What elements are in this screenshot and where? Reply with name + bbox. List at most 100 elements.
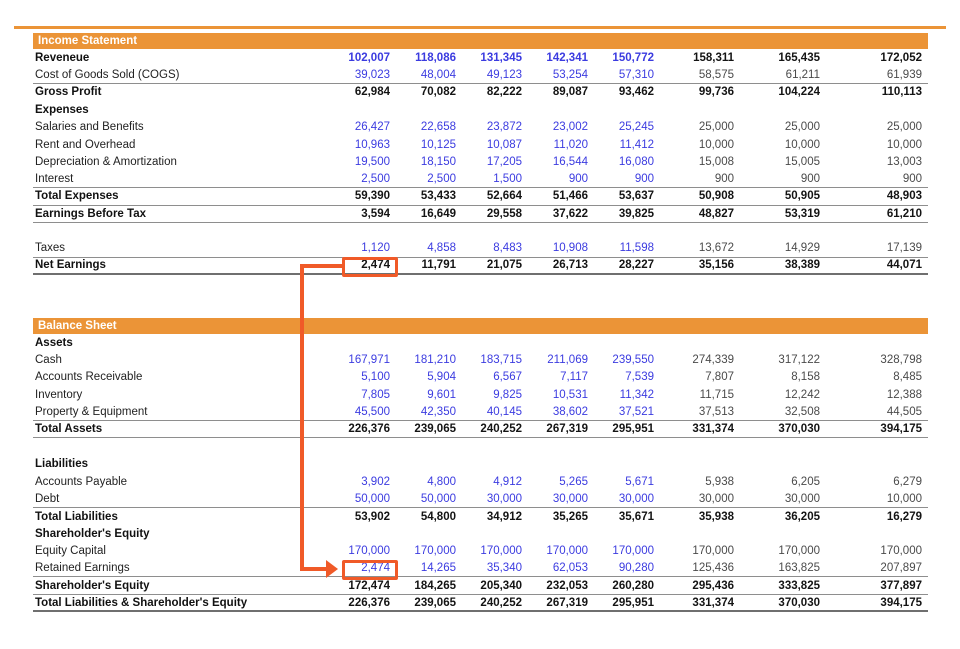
top-divider-rule <box>14 26 946 29</box>
value-cell: 48,827 <box>698 207 734 220</box>
value-cell: 19,500 <box>354 156 390 169</box>
table-row-salaries: Salaries and Benefits 26,427 22,658 23,872 2… <box>33 119 928 136</box>
value-cell: 9,601 <box>427 388 456 401</box>
value-cell: 50,000 <box>420 492 456 505</box>
value-cell: 5,904 <box>427 371 456 384</box>
value-cell: 232,053 <box>546 579 588 592</box>
value-cell: 165,435 <box>778 51 820 64</box>
row-label: Total Expenses <box>35 190 119 203</box>
value-cell: 172,474 <box>348 579 390 592</box>
value-cell: 58,575 <box>698 68 734 81</box>
row-label: Total Liabilities <box>35 510 118 523</box>
table-row-total-expenses: Total Expenses 59,390 53,433 52,664 51,466 53… <box>33 188 928 206</box>
value-cell: 267,319 <box>546 596 588 609</box>
flow-arrow-head-icon <box>326 560 338 578</box>
value-cell: 39,825 <box>618 207 654 220</box>
value-cell: 18,150 <box>420 156 456 169</box>
value-cell: 25,000 <box>698 121 734 134</box>
value-cell: 25,000 <box>886 121 922 134</box>
row-label: Earnings Before Tax <box>35 207 146 220</box>
flow-arrow-vertical-segment <box>300 264 304 571</box>
value-cell: 51,466 <box>552 190 588 203</box>
row-label: Salaries and Benefits <box>35 121 144 134</box>
value-cell: 1,500 <box>493 172 522 185</box>
value-cell: 8,483 <box>493 242 522 255</box>
value-cell: 14,265 <box>420 562 456 575</box>
value-cell: 42,350 <box>420 405 456 418</box>
value-cell: 4,912 <box>493 475 522 488</box>
value-cell: 158,311 <box>693 51 734 64</box>
value-cell: 181,210 <box>414 354 456 367</box>
value-cell: 7,807 <box>705 371 734 384</box>
balance-sheet-rows: Assets Cash 167,971 181,210 183,715 211,069 23… <box>33 334 928 613</box>
value-cell: 50,905 <box>784 190 820 203</box>
value-cell: 7,539 <box>625 371 654 384</box>
value-cell: 10,000 <box>886 492 922 505</box>
table-row-accounts-receivable: Accounts Receivable 5,100 5,904 6,567 7,117 7… <box>33 369 928 386</box>
value-cell: 35,265 <box>552 510 588 523</box>
value-cell: 61,939 <box>886 68 922 81</box>
table-row-debt: Debt 50,000 50,000 30,000 30,000 30,000 30,000… <box>33 491 928 508</box>
row-label: Accounts Receivable <box>35 371 143 384</box>
value-cell: 61,211 <box>785 68 820 81</box>
value-cell: 23,872 <box>486 121 522 134</box>
value-cell: 21,075 <box>486 259 522 272</box>
value-cell: 53,433 <box>420 190 456 203</box>
value-cell: 142,341 <box>546 51 588 64</box>
value-cell: 328,798 <box>880 354 922 367</box>
value-cell: 50,908 <box>698 190 734 203</box>
value-cell: 35,671 <box>618 510 654 523</box>
row-label: Total Liabilities & Shareholder's Equity <box>35 596 248 609</box>
value-cell: 10,000 <box>698 138 734 151</box>
value-cell: 205,340 <box>480 579 522 592</box>
table-row-revenue: Reveneue 102,007 118,086 131,345 142,341 150,… <box>33 49 928 66</box>
value-cell: 26,713 <box>552 259 588 272</box>
value-cell: 6,567 <box>493 371 522 384</box>
value-cell: 17,205 <box>486 156 522 169</box>
value-cell: 170,000 <box>546 545 588 558</box>
value-cell: 2,474 <box>330 559 398 580</box>
value-cell: 48,903 <box>886 190 922 203</box>
table-row-equity-capital: Equity Capital 170,000 170,000 170,000 170,0… <box>33 543 928 560</box>
table-row-property-equipment: Property & Equipment 45,500 42,350 40,145 38… <box>33 404 928 421</box>
value-cell: 13,003 <box>886 156 922 169</box>
value-cell: 30,000 <box>698 492 734 505</box>
value-cell: 6,205 <box>791 475 820 488</box>
row-label: Cost of Goods Sold (COGS) <box>35 68 180 81</box>
table-row-cash: Cash 167,971 181,210 183,715 211,069 239,550 2… <box>33 351 928 368</box>
income-statement-rows: Reveneue 102,007 118,086 131,345 142,341 150,… <box>33 49 928 277</box>
value-cell: 3,594 <box>361 207 390 220</box>
value-cell: 1,120 <box>361 242 390 255</box>
row-label: Debt <box>35 492 60 505</box>
value-cell: 8,158 <box>791 371 820 384</box>
table-row-net-earnings: Net Earnings 2,474 11,791 21,075 26,713 28,22… <box>33 256 928 277</box>
value-cell: 12,242 <box>784 388 820 401</box>
table-row-total-assets: Total Assets 226,376 239,065 240,252 267,319… <box>33 421 928 439</box>
value-cell: 4,858 <box>427 242 456 255</box>
value-cell: 5,100 <box>361 371 390 384</box>
value-cell: 25,245 <box>618 121 654 134</box>
value-cell: 900 <box>634 172 654 185</box>
table-row-liabilities: Liabilities <box>33 456 928 473</box>
value-cell: 10,963 <box>354 138 390 151</box>
row-label: Rent and Overhead <box>35 138 136 151</box>
value-cell: 295,436 <box>692 579 734 592</box>
value-cell: 22,658 <box>420 121 456 134</box>
value-cell: 5,938 <box>705 475 734 488</box>
row-label: Taxes <box>35 242 66 255</box>
value-cell: 239,065 <box>414 423 456 436</box>
value-cell: 11,598 <box>619 242 654 255</box>
value-cell: 32,508 <box>784 405 820 418</box>
value-cell: 370,030 <box>778 423 820 436</box>
value-cell: 16,279 <box>886 510 922 523</box>
value-cell: 16,649 <box>420 207 456 220</box>
value-cell: 172,052 <box>880 51 922 64</box>
value-cell: 35,938 <box>698 510 734 523</box>
value-cell: 30,000 <box>618 492 654 505</box>
value-cell: 163,825 <box>778 562 820 575</box>
value-cell: 48,004 <box>420 68 456 81</box>
value-cell: 170,000 <box>348 545 390 558</box>
row-label: Cash <box>35 354 62 367</box>
value-cell: 10,000 <box>886 138 922 151</box>
